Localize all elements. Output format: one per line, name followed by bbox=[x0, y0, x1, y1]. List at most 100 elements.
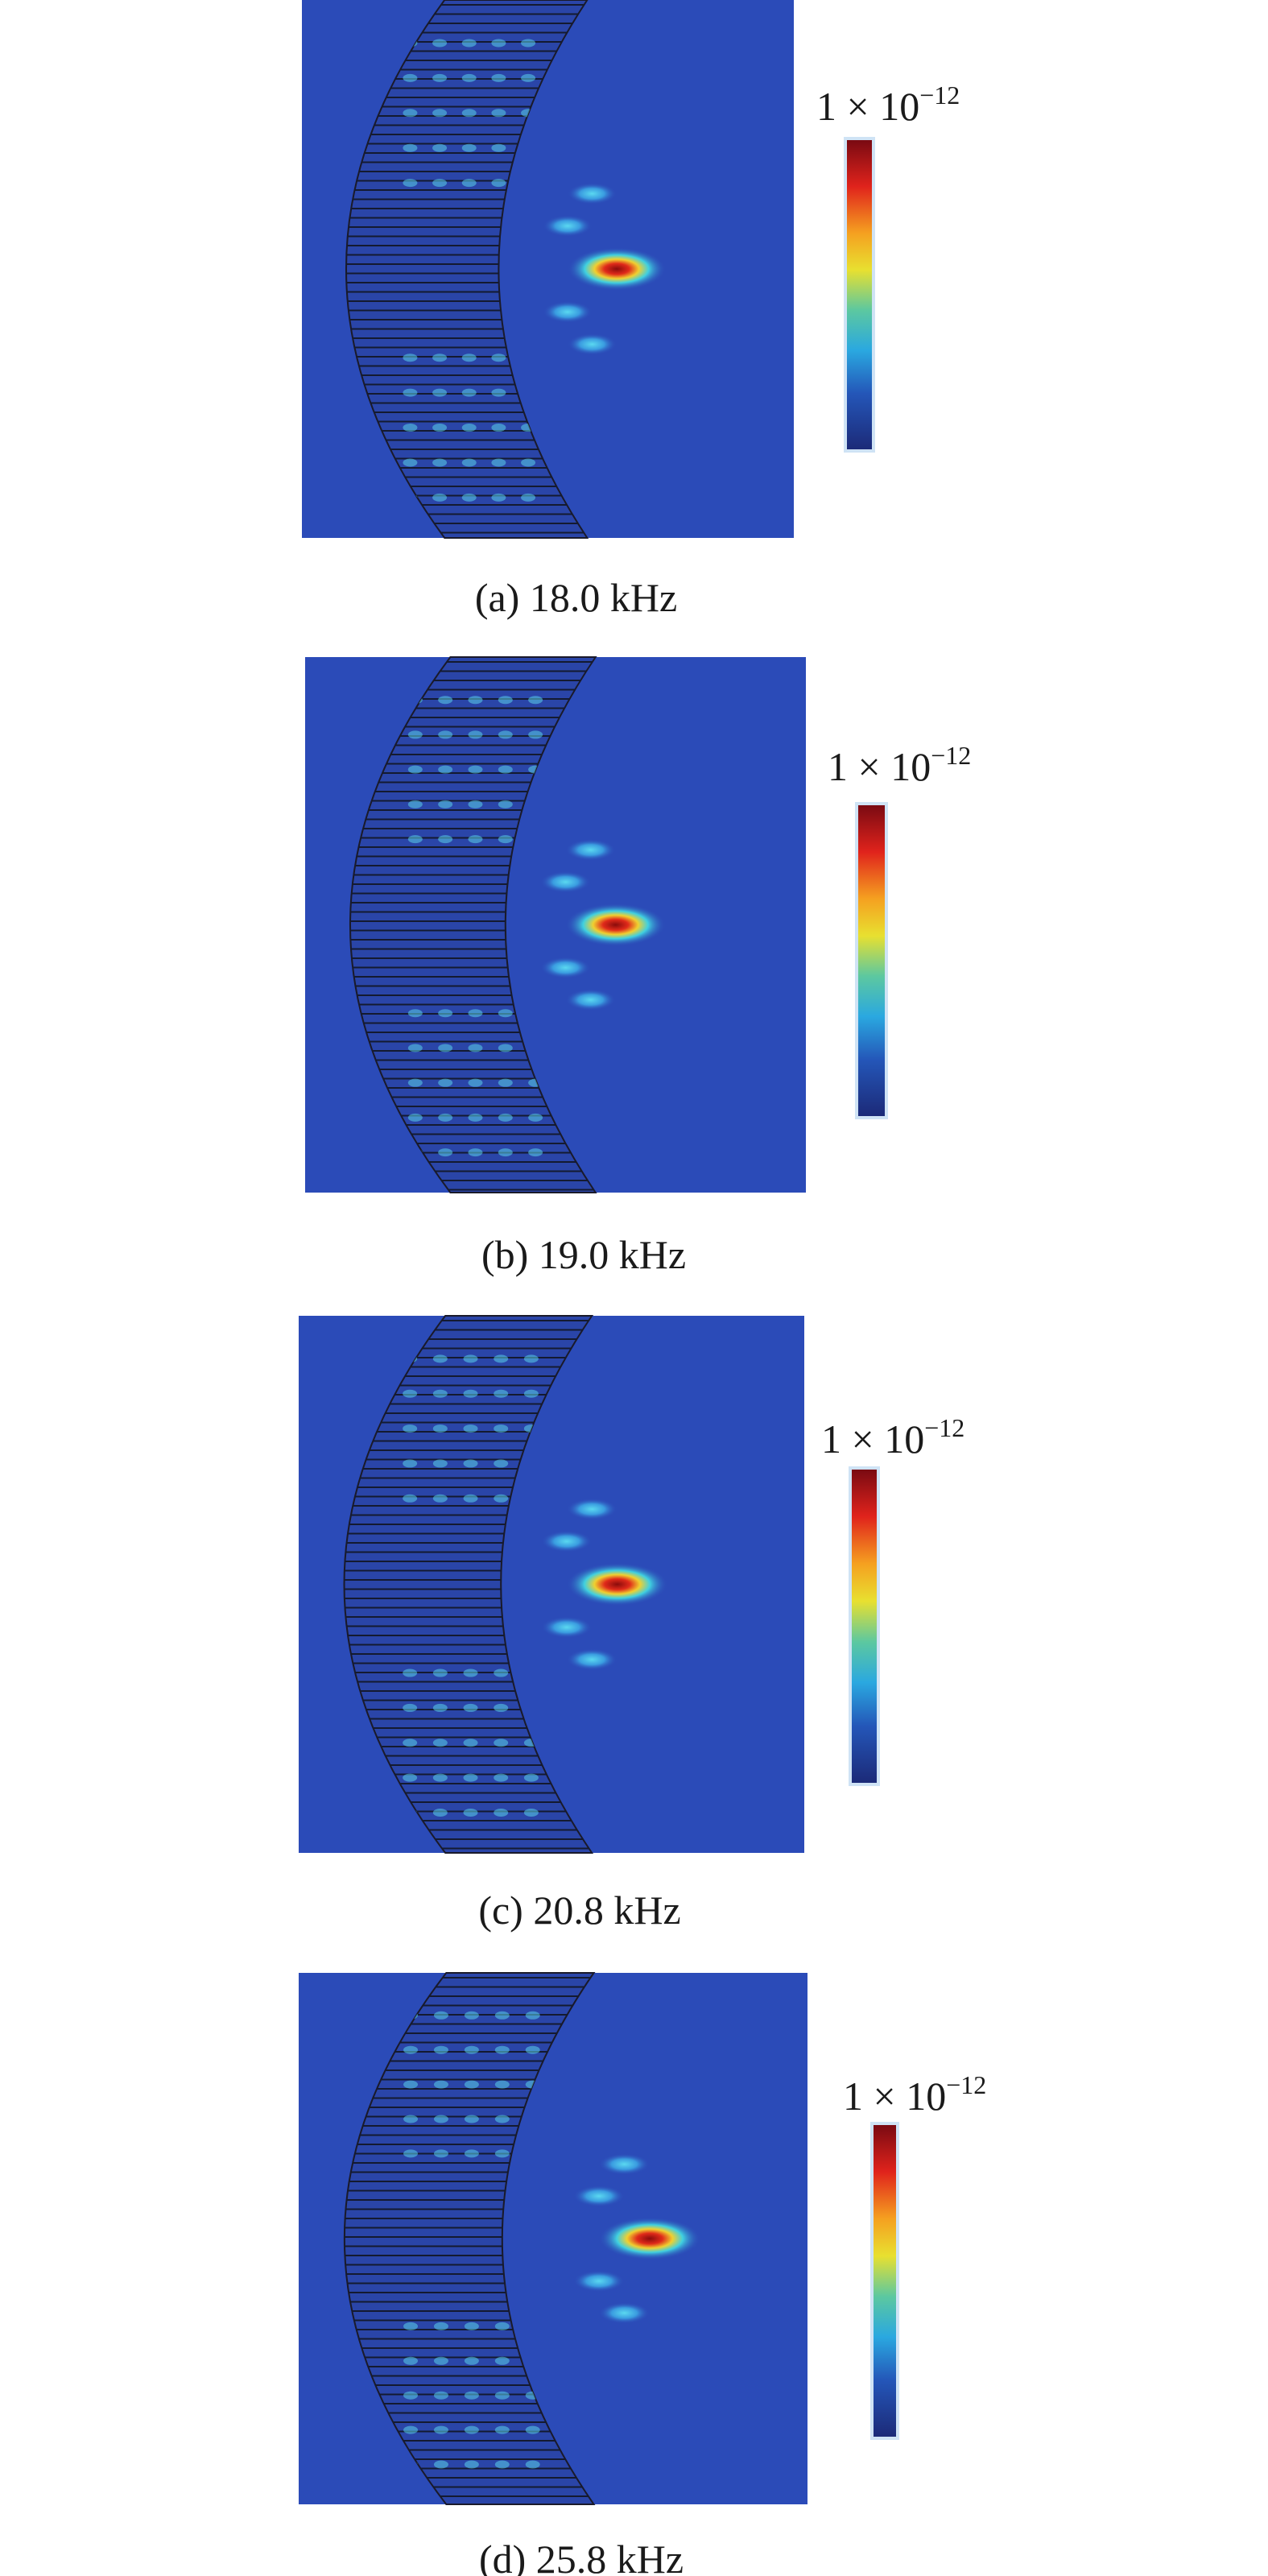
band-highlight bbox=[494, 2011, 510, 2020]
band-highlight bbox=[494, 1494, 509, 1503]
band-highlight bbox=[468, 1078, 483, 1087]
band-highlight bbox=[433, 2115, 448, 2123]
band-highlight bbox=[525, 2425, 540, 2434]
band-highlight bbox=[407, 800, 423, 808]
band-highlight bbox=[432, 458, 448, 467]
caption: (b) 19.0 kHz bbox=[481, 1232, 686, 1277]
band-highlight bbox=[438, 730, 453, 739]
side-lobe bbox=[540, 957, 591, 978]
band-highlight bbox=[432, 1459, 448, 1468]
band-highlight bbox=[491, 143, 506, 152]
band-highlight bbox=[464, 2460, 479, 2469]
band-highlight bbox=[494, 1773, 509, 1782]
band-highlight bbox=[403, 73, 418, 82]
band-highlight bbox=[498, 835, 513, 844]
band-highlight bbox=[521, 493, 536, 502]
band-highlight bbox=[498, 1148, 513, 1157]
band-highlight bbox=[464, 2115, 479, 2123]
band-highlight bbox=[491, 39, 506, 48]
band-highlight bbox=[491, 73, 506, 82]
band-highlight bbox=[494, 1808, 509, 1817]
side-lobe bbox=[565, 989, 616, 1011]
colorbar bbox=[847, 140, 872, 449]
band-highlight bbox=[433, 2322, 448, 2330]
band-highlight bbox=[498, 800, 513, 808]
band-highlight bbox=[433, 2356, 448, 2365]
band-highlight bbox=[494, 2149, 510, 2158]
band-highlight bbox=[403, 2425, 419, 2434]
band-highlight bbox=[461, 143, 477, 152]
band-highlight bbox=[432, 143, 448, 152]
band-highlight bbox=[432, 1668, 448, 1677]
band-highlight bbox=[523, 1773, 539, 1782]
band-highlight bbox=[464, 2322, 479, 2330]
band-highlight bbox=[403, 354, 418, 362]
side-lobe bbox=[598, 2302, 651, 2324]
panel: 1 × 10−12 (a) 18.0 kHz bbox=[302, 0, 960, 620]
band-highlight bbox=[432, 1808, 448, 1817]
side-lobe bbox=[566, 1498, 617, 1520]
band-highlight bbox=[525, 2045, 540, 2054]
band-highlight bbox=[498, 1078, 513, 1087]
band-highlight bbox=[463, 1668, 478, 1677]
panel: 1 × 10−12 (b) 19.0 kHz bbox=[305, 656, 971, 1277]
band-highlight bbox=[494, 2356, 510, 2365]
band-highlight bbox=[461, 424, 477, 432]
colorbar-exponent: −12 bbox=[919, 81, 960, 110]
band-highlight bbox=[407, 1009, 423, 1018]
band-highlight bbox=[521, 458, 536, 467]
band-highlight bbox=[494, 2460, 510, 2469]
focal-spot bbox=[567, 247, 667, 291]
band-highlight bbox=[468, 765, 483, 774]
band-highlight bbox=[494, 1459, 509, 1468]
focal-spot bbox=[565, 903, 666, 947]
band-highlight bbox=[438, 1078, 453, 1087]
band-highlight bbox=[461, 388, 477, 397]
band-highlight bbox=[494, 1703, 509, 1712]
band-highlight bbox=[433, 2045, 448, 2054]
band-highlight bbox=[438, 696, 453, 705]
band-highlight bbox=[468, 730, 483, 739]
band-highlight bbox=[432, 388, 448, 397]
band-highlight bbox=[403, 143, 418, 152]
band-highlight bbox=[432, 73, 448, 82]
band-highlight bbox=[494, 1668, 509, 1677]
band-highlight bbox=[403, 179, 418, 188]
band-highlight bbox=[463, 1808, 478, 1817]
band-highlight bbox=[438, 1113, 453, 1122]
colorbar bbox=[852, 1470, 877, 1783]
band-highlight bbox=[461, 39, 477, 48]
band-highlight bbox=[521, 73, 536, 82]
band-highlight bbox=[461, 179, 477, 188]
focal-spot bbox=[598, 2217, 701, 2260]
band-highlight bbox=[523, 1389, 539, 1398]
band-highlight bbox=[432, 1389, 448, 1398]
band-highlight bbox=[494, 1739, 509, 1747]
band-highlight bbox=[403, 2356, 419, 2365]
band-highlight bbox=[432, 179, 448, 188]
band-highlight bbox=[403, 2322, 419, 2330]
band-highlight bbox=[491, 493, 506, 502]
band-highlight bbox=[433, 2460, 448, 2469]
band-highlight bbox=[523, 1354, 539, 1363]
band-highlight bbox=[468, 1044, 483, 1052]
side-lobe bbox=[598, 2153, 651, 2175]
band-highlight bbox=[494, 2080, 510, 2089]
band-highlight bbox=[491, 354, 506, 362]
band-highlight bbox=[438, 835, 453, 844]
band-highlight bbox=[463, 1494, 478, 1503]
band-highlight bbox=[433, 2011, 448, 2020]
band-highlight bbox=[403, 388, 418, 397]
band-highlight bbox=[468, 1009, 483, 1018]
side-lobe bbox=[566, 1648, 617, 1671]
band-highlight bbox=[432, 1703, 448, 1712]
band-highlight bbox=[432, 1494, 448, 1503]
band-highlight bbox=[403, 2149, 419, 2158]
band-highlight bbox=[494, 2425, 510, 2434]
band-highlight bbox=[461, 458, 477, 467]
band-highlight bbox=[403, 458, 418, 467]
band-highlight bbox=[528, 696, 543, 705]
band-highlight bbox=[464, 2045, 479, 2054]
